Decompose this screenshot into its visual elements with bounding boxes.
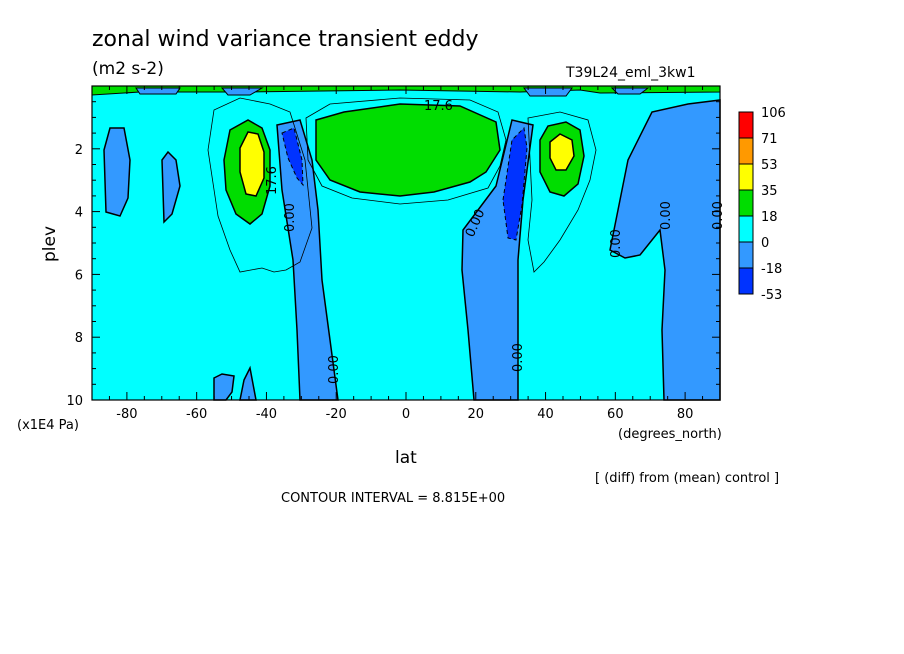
contour-17.6-sh bbox=[207, 97, 313, 273]
colorbar-label: -53 bbox=[761, 288, 782, 303]
colorbar-label: -18 bbox=[761, 262, 782, 277]
chart-title: zonal wind variance transient eddy bbox=[92, 27, 479, 52]
colorbar-swatch bbox=[738, 267, 754, 295]
diff-note: [ (diff) from (mean) control ] bbox=[595, 471, 779, 486]
equatorial-high bbox=[315, 103, 501, 197]
contour-label: 0.00 bbox=[659, 201, 674, 230]
x-tick-label: -20 bbox=[326, 407, 347, 422]
contour-label: 0.00 bbox=[511, 343, 526, 372]
run-label: T39L24_eml_3kw1 bbox=[565, 65, 696, 81]
x-tick-label: 40 bbox=[537, 407, 554, 422]
chart-units: (m2 s-2) bbox=[92, 59, 164, 79]
colorbar-label: 18 bbox=[761, 210, 778, 225]
y-tick-label: 4 bbox=[75, 206, 83, 221]
colorbar-swatch bbox=[738, 215, 754, 243]
x-tick-label: -40 bbox=[256, 407, 277, 422]
colorbar-swatch bbox=[738, 189, 754, 217]
thin-contour-lines bbox=[207, 97, 597, 273]
sh-negative-core bbox=[281, 127, 304, 187]
x-tick-label: -60 bbox=[186, 407, 207, 422]
x-axis-ticks: -80 -60 -40 -20 0 20 40 60 80 bbox=[91, 86, 721, 422]
colorbar-label: 0 bbox=[761, 236, 769, 251]
sh-small-blob bbox=[161, 150, 181, 224]
positive-fill-regions bbox=[223, 103, 585, 225]
colorbar-swatch bbox=[738, 111, 754, 139]
colorbar-label: 71 bbox=[761, 132, 778, 147]
y-axis-label: plev bbox=[40, 226, 60, 262]
x-tick-label: 60 bbox=[607, 407, 624, 422]
contour-label: 17.6 bbox=[265, 166, 280, 195]
y-tick-label: 2 bbox=[75, 143, 83, 158]
colorbar-label: 106 bbox=[761, 106, 786, 121]
y-tick-label: 6 bbox=[75, 268, 83, 283]
contour-label: 0.00 bbox=[711, 201, 726, 230]
strong-negative-cores bbox=[281, 126, 528, 241]
y-axis-ticks: 2 4 6 8 10 bbox=[66, 101, 720, 409]
colorbar-swatch bbox=[738, 137, 754, 165]
plot-area bbox=[91, 85, 721, 401]
contour-labels: 17.6 17.6 0.00 0.00 0.00 0.00 0.00 0.00 … bbox=[265, 99, 726, 384]
y-tick-label: 8 bbox=[75, 331, 83, 346]
contour-17.6-nh bbox=[527, 111, 597, 273]
contour-label: 0.00 bbox=[609, 229, 624, 258]
colorbar: 106 71 53 35 18 0 -18 -53 bbox=[738, 106, 786, 303]
contour-label: 0.00 bbox=[327, 355, 342, 384]
contour-interval: CONTOUR INTERVAL = 8.815E+00 bbox=[281, 491, 505, 506]
colorbar-label: 35 bbox=[761, 184, 778, 199]
x-axis-units: (degrees_north) bbox=[618, 427, 722, 442]
x-tick-label: -80 bbox=[116, 407, 137, 422]
jet-nh-core bbox=[549, 133, 575, 171]
contour-17.6-eq bbox=[305, 97, 507, 205]
x-tick-label: 20 bbox=[468, 407, 485, 422]
colorbar-swatch bbox=[738, 241, 754, 269]
nh-negative-core bbox=[502, 126, 528, 241]
sh-left-blob bbox=[103, 127, 131, 217]
x-axis-label: lat bbox=[395, 448, 417, 468]
y-tick-label: 10 bbox=[66, 394, 83, 409]
sh-negative-band bbox=[276, 119, 339, 401]
colorbar-swatch bbox=[738, 163, 754, 191]
contour-label: 17.6 bbox=[424, 99, 453, 114]
y-axis-units: (x1E4 Pa) bbox=[17, 418, 79, 433]
jet-sh-core bbox=[239, 131, 265, 197]
colorbar-label: 53 bbox=[761, 158, 778, 173]
contour-label: 0.00 bbox=[283, 203, 298, 232]
x-tick-label: 0 bbox=[402, 407, 410, 422]
x-tick-label: 80 bbox=[677, 407, 694, 422]
